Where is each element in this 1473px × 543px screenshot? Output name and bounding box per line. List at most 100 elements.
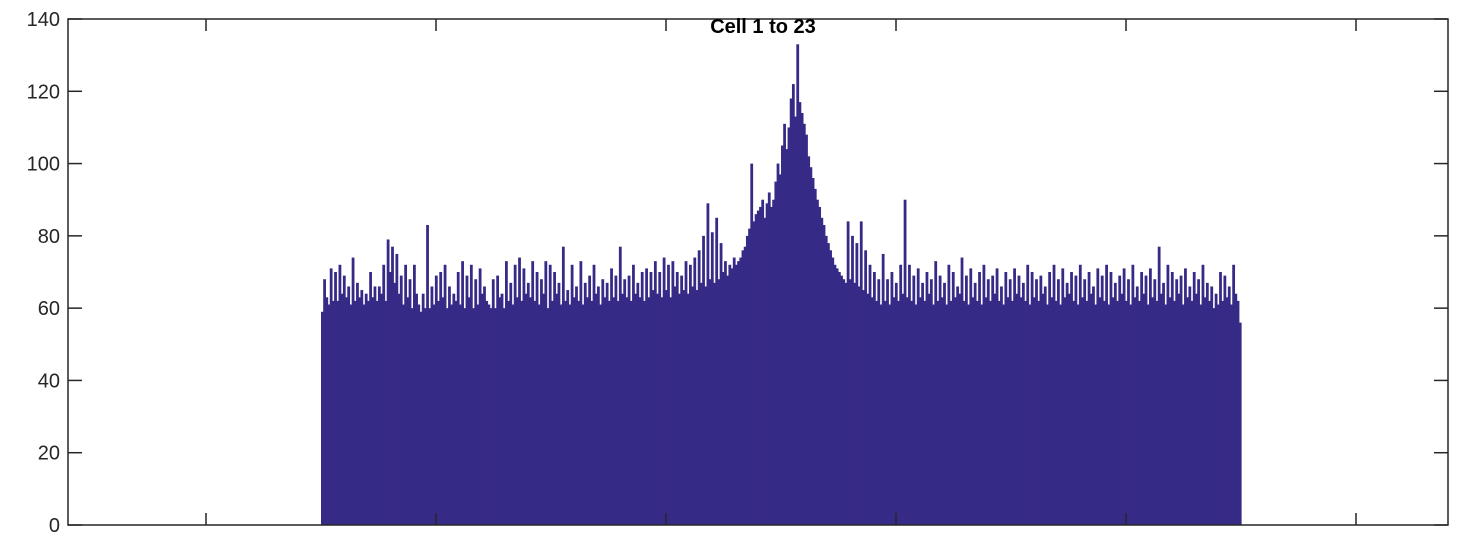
histogram-bar — [1006, 297, 1010, 525]
histogram-bar — [1173, 300, 1176, 525]
histogram-bar — [590, 300, 594, 525]
histogram-bar — [362, 304, 366, 525]
histogram-bar — [840, 275, 843, 525]
histogram-bar — [1057, 279, 1060, 525]
histogram-bar — [483, 286, 486, 525]
histogram-bar — [500, 293, 504, 525]
histogram-bar — [1153, 279, 1157, 525]
histogram-bar — [901, 293, 905, 525]
histogram-bar — [559, 304, 563, 525]
histogram-bar — [875, 300, 878, 525]
histogram-bar — [754, 214, 758, 526]
histogram-bar — [537, 304, 541, 525]
histogram-bar — [437, 300, 440, 525]
histogram-bar — [546, 308, 550, 525]
histogram-bar — [929, 279, 933, 525]
histogram-bar — [1131, 264, 1135, 525]
histogram-bar — [1013, 268, 1016, 525]
histogram-bar — [991, 275, 995, 525]
histogram-bar — [397, 293, 401, 525]
histogram-bar — [752, 221, 756, 525]
histogram-bar — [745, 235, 749, 526]
histogram-bar — [809, 167, 813, 525]
histogram-bar — [649, 272, 653, 525]
histogram-bar — [1197, 279, 1200, 525]
histogram-bar — [1098, 297, 1102, 525]
histogram-bar — [489, 308, 493, 525]
histogram-bar — [835, 268, 839, 525]
histogram-bar — [1028, 304, 1032, 525]
histogram-bar — [1234, 293, 1238, 525]
histogram-bar — [978, 272, 981, 525]
histogram-bar — [480, 293, 484, 525]
histogram-bar — [1039, 275, 1043, 525]
histogram-bar — [1017, 275, 1021, 525]
histogram-bar — [373, 286, 377, 525]
histogram-bar — [905, 297, 909, 525]
histogram-bar — [965, 275, 968, 525]
histogram-bar — [737, 261, 740, 525]
histogram-bar — [358, 297, 362, 525]
histogram-bar — [520, 300, 524, 525]
y-tick-label: 40 — [38, 370, 60, 392]
histogram-bar — [1081, 297, 1084, 525]
histogram-bar — [660, 297, 664, 525]
histogram-bar — [844, 282, 848, 525]
histogram-bar — [846, 221, 850, 525]
histogram-bar — [340, 293, 344, 525]
histogram-bar — [1054, 300, 1058, 525]
histogram-bar — [1061, 268, 1065, 525]
histogram-bar — [1170, 272, 1174, 525]
histogram-bar — [1100, 275, 1104, 525]
histogram-bar — [583, 282, 587, 525]
histogram-bar — [478, 268, 482, 525]
histogram-bar — [419, 311, 423, 525]
histogram-bar — [432, 304, 436, 525]
histogram-bar — [995, 268, 999, 525]
histogram-bar — [515, 297, 519, 525]
histogram-bar — [614, 275, 618, 525]
histogram-bar — [662, 257, 666, 525]
histogram-bar — [643, 300, 646, 525]
histogram-bar — [756, 210, 760, 525]
histogram-bar — [894, 282, 898, 525]
histogram-bar — [1000, 286, 1003, 525]
histogram-bar — [467, 297, 471, 525]
histogram-bar — [1011, 300, 1014, 525]
histogram-bar — [421, 293, 425, 525]
histogram-bar — [511, 304, 515, 525]
histogram-bar — [1212, 308, 1216, 525]
histogram-bar — [334, 272, 337, 525]
histogram-bar — [564, 300, 567, 525]
histogram-bar — [789, 98, 793, 525]
histogram-bar — [1124, 300, 1128, 525]
histogram-bar — [524, 293, 528, 525]
histogram-bar — [1008, 279, 1012, 525]
histogram-bar — [331, 300, 335, 525]
histogram-bar — [908, 264, 911, 525]
histogram-bar — [1225, 297, 1229, 525]
histogram-bar — [1188, 286, 1192, 525]
histogram-bar — [329, 268, 333, 525]
histogram-bar — [916, 268, 920, 525]
histogram-bar — [448, 286, 451, 525]
histogram-bar — [410, 308, 414, 525]
histogram-bar — [380, 293, 383, 525]
histogram-bar — [699, 282, 703, 525]
histogram-bar — [1203, 297, 1207, 525]
histogram-bar — [1026, 264, 1030, 525]
histogram-bar — [1236, 300, 1240, 525]
histogram-bar — [739, 257, 743, 525]
histogram-bar — [1032, 297, 1036, 525]
histogram-bar — [822, 225, 826, 525]
histogram-bar — [375, 300, 379, 525]
histogram-bar — [1103, 300, 1106, 525]
histogram-bar — [542, 293, 546, 525]
histogram-bar — [842, 279, 846, 525]
histogram-bar — [408, 279, 412, 525]
histogram-bar — [518, 257, 521, 525]
histogram-bar — [1072, 300, 1076, 525]
histogram-bar — [616, 300, 620, 525]
histogram-bar — [588, 275, 592, 525]
